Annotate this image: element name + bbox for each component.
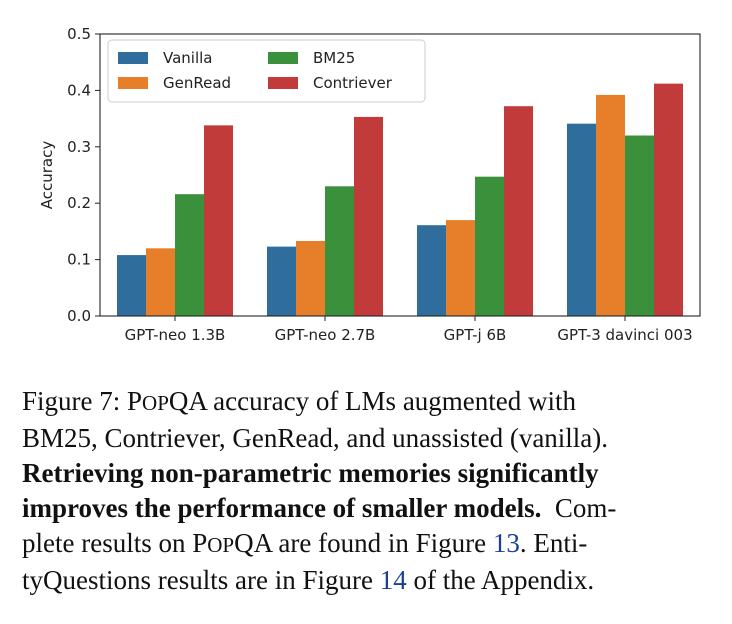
legend-label-bm25: BM25 [313,49,355,67]
caption-text: of the Appendix. [406,565,595,595]
caption-text: Com- [541,493,617,523]
x-tick-label: GPT-neo 2.7B [275,326,376,344]
bar-contriever-2 [504,106,533,316]
caption-line-5: plete results on POPQA are found in Figu… [22,526,712,563]
bar-vanilla-2 [417,225,446,316]
popqa-qa: QA [168,386,207,416]
caption-text: . Enti- [519,528,588,558]
x-tick-label: GPT-neo 1.3B [125,326,226,344]
bar-genread-0 [146,248,175,316]
bar-vanilla-0 [117,255,146,316]
legend-label-contriever: Contriever [313,74,393,92]
bar-bm25-3 [625,135,654,316]
bar-bm25-2 [475,176,504,316]
caption-text: plete results on [22,528,193,558]
popqa-op: OP [207,533,235,557]
axes: GPT-neo 1.3B GPT-neo 2.7B GPT-j 6B GPT-3 da… [67,25,701,344]
x-tick-label: GPT-j 6B [444,326,507,344]
bar-chart: GPT-neo 1.3B GPT-neo 2.7B GPT-j 6B GPT-3 da… [38,25,701,344]
y-tick-label: 0.3 [67,138,91,156]
figure-caption: Figure 7: POPQA accuracy of LMs augmente… [22,384,712,598]
bar-vanilla-1 [267,246,296,316]
bar-genread-3 [596,94,625,316]
legend-swatch-bm25 [268,52,298,64]
figure-14-link[interactable]: 14 [379,565,407,595]
legend-swatch-contriever [268,77,298,89]
bar-contriever-1 [354,116,383,317]
legend-box [107,39,426,103]
y-tick-label: 0.0 [67,307,91,325]
y-tick-label: 0.4 [67,81,91,99]
caption-bold-line-2: improves the performance of smaller mode… [22,493,542,523]
caption-line-1: Figure 7: POPQA accuracy of LMs augmente… [22,384,712,421]
bars [117,83,683,317]
bar-bm25-0 [175,194,204,316]
bar-contriever-3 [654,83,683,316]
plot-frame [99,33,701,317]
caption-text: tyQuestions results are in Figure [22,565,380,595]
popqa-p: P [127,386,143,416]
popqa-op: OP [142,391,169,415]
y-tick-label: 0.5 [67,25,91,43]
legend: Vanilla GenRead BM25 Contriever [107,39,426,103]
x-tick-label: GPT-3 davinci 003 [557,326,692,344]
bar-genread-1 [296,240,325,316]
popqa-p: P [192,528,208,558]
caption-text: are found in Figure [271,528,493,558]
y-tick-label: 0.1 [67,251,91,269]
y-tick-label: 0.2 [67,194,91,212]
caption-line-4: improves the performance of smaller mode… [22,491,712,526]
legend-label-vanilla: Vanilla [163,49,213,67]
y-axis-label: Accuracy [38,141,56,210]
legend-label-genread: GenRead [163,74,231,92]
figure-13-link[interactable]: 13 [492,528,520,558]
bar-bm25-1 [325,186,354,316]
legend-swatch-genread [118,77,148,89]
bar-contriever-0 [204,125,233,316]
bar-genread-2 [446,220,475,316]
caption-line-2: BM25, Contriever, GenRead, and unassiste… [22,423,609,453]
caption-bold-line-1: Retrieving non-parametric memories signi… [22,458,599,488]
caption-label: Figure 7: [22,386,127,416]
caption-text: accuracy of LMs augmented with [206,386,577,416]
caption-line-6: tyQuestions results are in Figure 14 of … [22,563,712,598]
popqa-qa: QA [234,528,272,558]
legend-swatch-vanilla [118,52,148,64]
bar-vanilla-3 [567,123,596,317]
